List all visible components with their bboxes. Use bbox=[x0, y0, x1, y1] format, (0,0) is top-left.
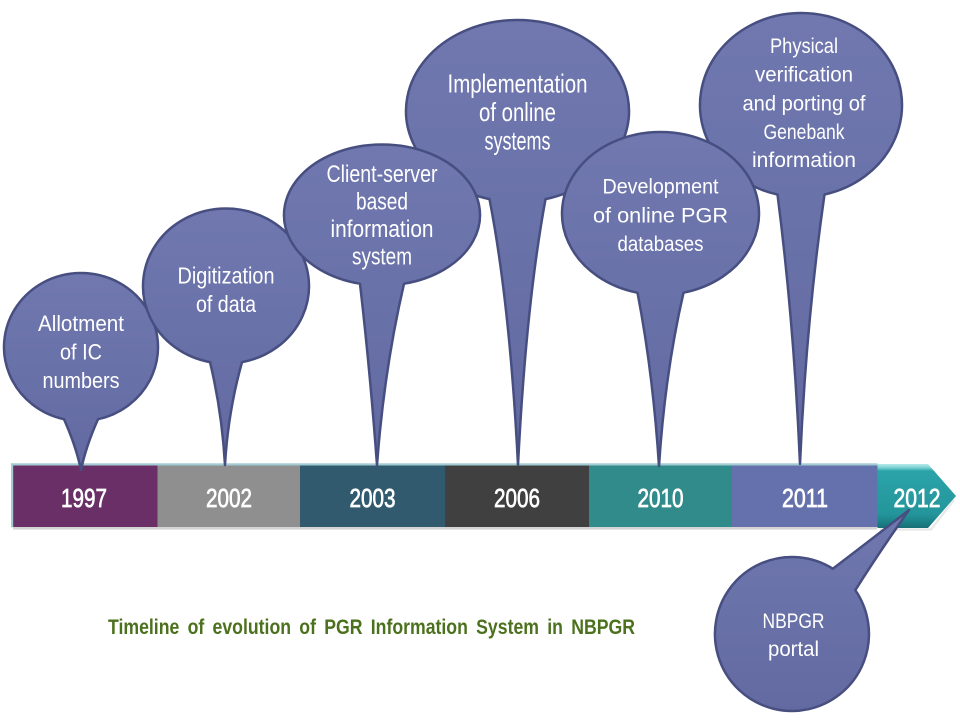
svg-text:verification: verification bbox=[755, 63, 853, 87]
svg-text:2010: 2010 bbox=[638, 483, 684, 513]
svg-text:Implementation: Implementation bbox=[448, 69, 588, 99]
svg-text:databases: databases bbox=[618, 233, 704, 256]
svg-text:Client-server: Client-server bbox=[327, 161, 438, 188]
svg-text:1997: 1997 bbox=[61, 483, 107, 513]
svg-text:systems: systems bbox=[485, 126, 551, 156]
svg-text:Development: Development bbox=[603, 176, 719, 199]
svg-text:of online PGR: of online PGR bbox=[593, 204, 728, 227]
svg-text:Timeline of evolution of PGR I: Timeline of evolution of PGR Information… bbox=[108, 616, 635, 639]
svg-text:based: based bbox=[356, 189, 408, 216]
svg-text:system: system bbox=[352, 244, 412, 271]
svg-text:information: information bbox=[331, 216, 434, 243]
svg-text:Allotment: Allotment bbox=[38, 311, 125, 336]
svg-text:Physical: Physical bbox=[770, 34, 838, 58]
svg-text:of data: of data bbox=[196, 291, 257, 317]
svg-text:of online: of online bbox=[479, 97, 556, 127]
svg-text:2003: 2003 bbox=[350, 483, 396, 513]
svg-text:and porting of: and porting of bbox=[743, 92, 866, 116]
svg-text:portal: portal bbox=[768, 637, 819, 661]
svg-text:Digitization: Digitization bbox=[178, 263, 275, 289]
svg-text:2006: 2006 bbox=[494, 483, 540, 513]
svg-text:of IC: of IC bbox=[60, 340, 102, 365]
svg-text:information: information bbox=[752, 148, 856, 172]
svg-text:Genebank: Genebank bbox=[764, 120, 845, 144]
svg-text:numbers: numbers bbox=[43, 368, 120, 393]
svg-text:2002: 2002 bbox=[206, 483, 252, 513]
svg-text:2012: 2012 bbox=[894, 483, 941, 513]
svg-text:2011: 2011 bbox=[782, 483, 828, 513]
svg-text:NBPGR: NBPGR bbox=[763, 609, 825, 633]
